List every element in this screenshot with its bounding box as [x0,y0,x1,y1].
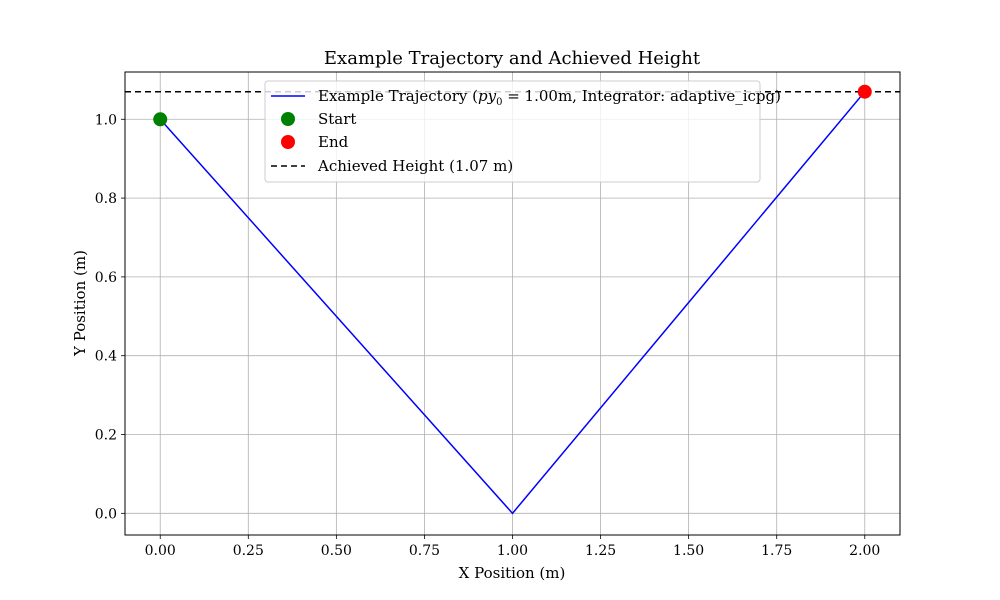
x-tick-label: 2.00 [849,543,880,559]
start-point [153,112,168,127]
x-tick-label: 1.75 [761,543,792,559]
legend-end-label: End [318,133,349,151]
legend-trajectory-label-subscript: 0 [496,97,502,108]
legend-trajectory-label-part: = 1.00m, Integrator: adaptive_icpg) [502,87,781,105]
legend-trajectory-label: Example Trajectory (py0 = 1.00m, Integra… [318,87,781,108]
trajectory-line [159,91,866,515]
chart-title: Example Trajectory and Achieved Height [324,48,701,69]
legend-achieved-height-label: Achieved Height (1.07 m) [317,157,513,175]
end-point [857,84,872,99]
x-tick-label: 0.00 [145,543,176,559]
y-tick-label: 0.8 [95,191,117,207]
plot-area [125,84,900,515]
legend-end-marker [281,135,295,149]
legend-trajectory-label-math: py [478,87,497,105]
y-axis-label: Y Position (m) [71,250,89,357]
y-tick-label: 0.0 [95,506,117,522]
axis-ticks: 0.00 0.25 0.50 0.75 1.00 1.25 1.50 1.75 2.00 0.0 0… [95,112,881,559]
y-tick-label: 0.4 [95,349,117,365]
x-tick-label: 0.50 [321,543,352,559]
legend-start-label: Start [318,110,356,128]
x-tick-label: 1.50 [673,543,704,559]
y-tick-label: 1.0 [95,112,117,128]
x-tick-label: 0.25 [233,543,264,559]
legend-start-marker [281,112,295,126]
x-axis-label: X Position (m) [459,564,566,582]
y-tick-label: 0.2 [95,428,117,444]
x-tick-label: 1.25 [585,543,616,559]
x-tick-label: 0.75 [409,543,440,559]
legend-box [264,80,761,183]
x-tick-label: 1.00 [497,543,528,559]
legend: Example Trajectory (py0 = 1.00m, Integra… [264,80,781,183]
legend-trajectory-label-part: Example Trajectory ( [318,87,478,105]
y-tick-label: 0.6 [95,270,117,286]
